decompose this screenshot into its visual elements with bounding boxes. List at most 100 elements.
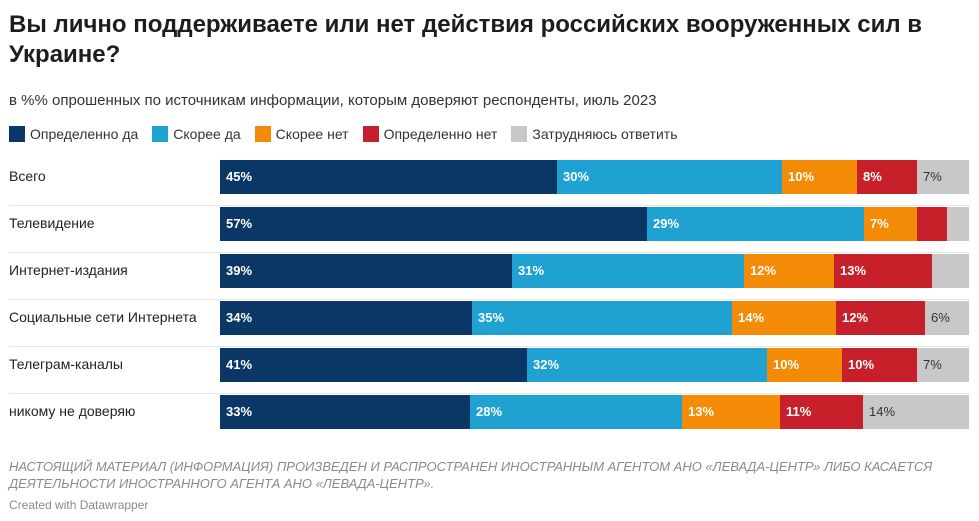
data-label: 12% — [842, 310, 869, 325]
data-label: 11% — [786, 404, 812, 419]
row-divider — [9, 393, 970, 394]
stacked-bar: 33% 28% 13% 11% 14% — [220, 395, 969, 429]
bar-segment: 13% — [834, 254, 932, 288]
legend-swatch — [152, 126, 169, 142]
row-divider — [9, 346, 970, 347]
data-label: 14% — [738, 310, 765, 325]
bar-segment: 30% — [557, 160, 782, 194]
data-label: 6% — [931, 310, 950, 325]
data-label: 39% — [226, 263, 253, 278]
bar-segment: 35% — [472, 301, 732, 335]
bar-segment: 12% — [744, 254, 834, 288]
bar-segment: 7% — [864, 207, 917, 241]
chart-title: Вы лично поддерживаете или нет действия … — [9, 11, 922, 68]
bar-segment: 7% — [917, 160, 969, 194]
legend-label: Скорее нет — [275, 126, 349, 142]
bar-segment: 10% — [767, 348, 842, 382]
category-label: Всего — [9, 168, 46, 184]
bar-segment: 10% — [782, 160, 857, 194]
legend: Определенно да Скорее да Скорее нет Определ… — [9, 126, 691, 142]
stacked-bar: 34% 35% 14% 12% 6% — [220, 301, 969, 335]
data-label: 7% — [923, 357, 942, 372]
legend-swatch — [511, 126, 528, 142]
stacked-bar: 41% 32% 10% 10% 7% — [220, 348, 969, 382]
chart-subtitle: в %% опрошенных по источникам информации… — [9, 92, 657, 109]
legend-item: Скорее нет — [254, 126, 349, 142]
data-label: 31% — [518, 263, 545, 278]
chart-row: Всего 45% 30% 10% 8% 7% — [0, 158, 979, 205]
bar-segment: 33% — [220, 395, 470, 429]
row-divider — [9, 299, 970, 300]
category-label: Интернет-издания — [9, 262, 128, 278]
bar-segment: 7% — [917, 348, 969, 382]
legend-swatch — [254, 126, 271, 142]
chart-row: Социальные сети Интернета 34% 35% 14% 12% 6% — [0, 299, 979, 346]
legend-item: Определенно нет — [362, 126, 498, 142]
data-label: 32% — [533, 357, 560, 372]
bar-segment: 57% — [220, 207, 647, 241]
legend-label: Определенно да — [30, 126, 139, 142]
row-divider — [9, 252, 970, 253]
bar-segment: 11% — [780, 395, 863, 429]
bar-segment: 34% — [220, 301, 472, 335]
category-label: Телевидение — [9, 215, 95, 231]
bar-segment: 32% — [527, 348, 767, 382]
data-label: 57% — [226, 216, 253, 231]
legend-item: Определенно да — [9, 126, 138, 142]
data-label: 7% — [870, 216, 889, 231]
data-label: 13% — [840, 263, 867, 278]
bar-segment: 45% — [220, 160, 557, 194]
stacked-bar: 39% 31% 12% 13% — [220, 254, 969, 288]
data-label: 33% — [226, 404, 253, 419]
foreign-agent-notice: НАСТОЯЩИЙ МАТЕРИАЛ (ИНФОРМАЦИЯ) ПРОИЗВЕД… — [9, 459, 933, 491]
data-label: 35% — [478, 310, 505, 325]
bar-segment: 41% — [220, 348, 527, 382]
legend-label: Затрудняюсь ответить — [532, 126, 678, 142]
legend-item: Скорее да — [152, 126, 241, 142]
bar-segment — [932, 254, 969, 288]
bar-segment: 10% — [842, 348, 917, 382]
bar-segment: 29% — [647, 207, 864, 241]
data-label: 34% — [226, 310, 253, 325]
legend-label: Определенно нет — [383, 126, 498, 142]
legend-swatch — [362, 126, 379, 142]
chart-row: Телевидение 57% 29% 7% — [0, 205, 979, 252]
data-label: 14% — [869, 404, 896, 419]
chart-row: Интернет-издания 39% 31% 12% 13% — [0, 252, 979, 299]
bar-segment — [947, 207, 969, 241]
bar-segment: 31% — [512, 254, 744, 288]
data-label: 8% — [863, 169, 882, 184]
data-label: 30% — [563, 169, 590, 184]
bar-segment: 14% — [863, 395, 969, 429]
data-label: 41% — [226, 357, 253, 372]
data-label: 28% — [476, 404, 503, 419]
data-label: 7% — [923, 169, 942, 184]
row-divider — [9, 205, 970, 206]
data-label: 10% — [788, 169, 815, 184]
data-label: 10% — [773, 357, 800, 372]
bar-segment: 12% — [836, 301, 925, 335]
bar-segment — [917, 207, 947, 241]
bar-segment: 13% — [682, 395, 780, 429]
legend-swatch — [9, 126, 25, 142]
category-label: Социальные сети Интернета — [9, 309, 197, 325]
bar-segment: 28% — [470, 395, 682, 429]
stacked-bar: 45% 30% 10% 8% 7% — [220, 160, 969, 194]
datawrapper-credit: Created with Datawrapper — [9, 498, 149, 512]
bar-segment: 6% — [925, 301, 969, 335]
data-label: 10% — [848, 357, 875, 372]
chart-row: никому не доверяю 33% 28% 13% 11% 14% — [0, 393, 979, 440]
legend-item: Затрудняюсь ответить — [511, 126, 677, 142]
category-label: никому не доверяю — [9, 403, 136, 419]
data-label: 29% — [653, 216, 680, 231]
bar-segment: 39% — [220, 254, 512, 288]
chart-row: Телеграм-каналы 41% 32% 10% 10% 7% — [0, 346, 979, 393]
data-label: 12% — [750, 263, 777, 278]
data-label: 13% — [688, 404, 715, 419]
stacked-bar: 57% 29% 7% — [220, 207, 969, 241]
data-label: 45% — [226, 169, 253, 184]
legend-label: Скорее да — [173, 126, 241, 142]
bar-segment: 14% — [732, 301, 836, 335]
category-label: Телеграм-каналы — [9, 356, 123, 372]
bar-segment: 8% — [857, 160, 917, 194]
